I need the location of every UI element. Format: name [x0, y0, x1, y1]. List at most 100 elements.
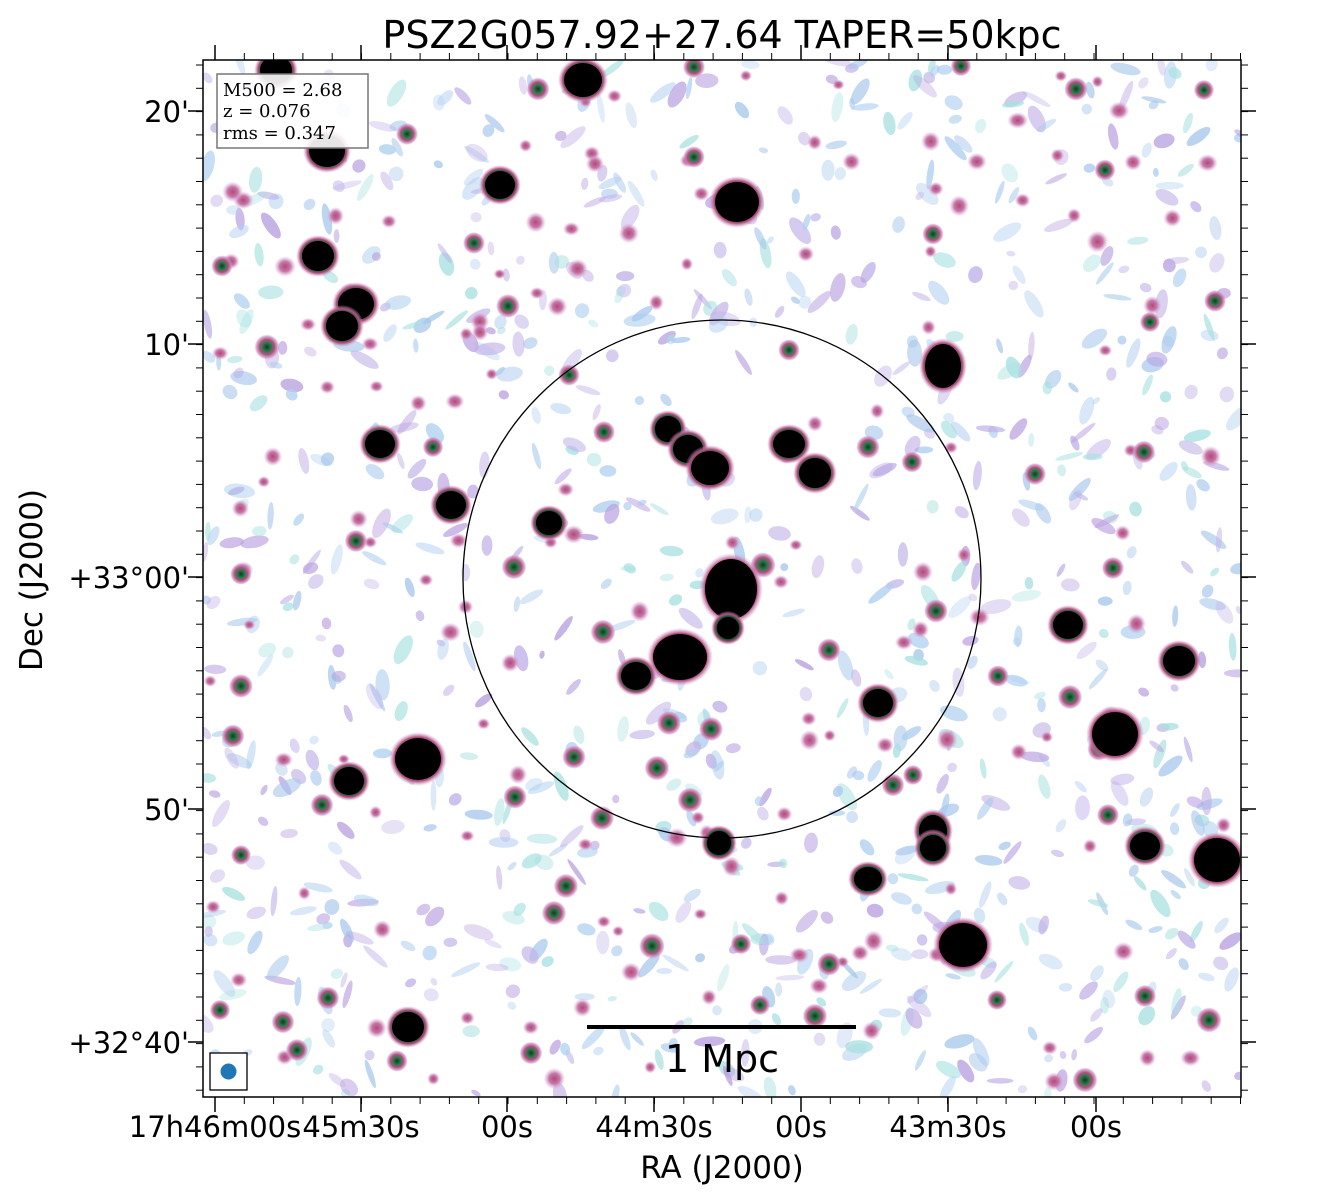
noise-patch — [560, 126, 586, 149]
noise-patch — [1058, 982, 1073, 992]
noise-patch — [615, 286, 626, 297]
noise-patch — [598, 194, 623, 203]
faint-source — [543, 1067, 566, 1090]
bright-source — [707, 831, 731, 855]
noise-patch — [830, 225, 841, 240]
noise-patch — [616, 271, 635, 282]
noise-patch — [386, 79, 407, 107]
noise-patch — [620, 204, 640, 230]
noise-patch — [1090, 965, 1104, 982]
noise-patch — [866, 903, 884, 918]
noise-patch — [1075, 795, 1090, 821]
noise-patch — [1142, 374, 1153, 396]
noise-patch — [573, 725, 585, 744]
noise-patch — [1219, 932, 1241, 950]
noise-patch — [544, 365, 555, 376]
compact-source — [1023, 462, 1047, 486]
noise-patch — [1190, 201, 1202, 213]
noise-patch — [913, 75, 937, 98]
noise-patch — [222, 384, 238, 400]
noise-patch — [648, 901, 669, 922]
noise-patch — [798, 295, 812, 309]
noise-patch — [430, 780, 437, 811]
noise-patch — [282, 602, 294, 612]
noise-patch — [853, 483, 869, 512]
noise-patch — [943, 413, 955, 423]
noise-patch — [660, 393, 672, 407]
noise-patch — [1009, 418, 1028, 440]
y-tick-label: 50' — [144, 793, 189, 827]
compact-source — [230, 563, 252, 585]
noise-patch — [372, 508, 391, 538]
noise-patch — [365, 463, 385, 480]
noise-patch — [499, 829, 511, 842]
faint-source — [263, 447, 283, 467]
noise-patch — [915, 191, 924, 201]
noise-patch — [413, 317, 432, 333]
noise-patch — [659, 573, 674, 582]
noise-patch — [462, 1025, 480, 1038]
noise-patch — [235, 60, 246, 75]
noise-patch — [227, 355, 243, 364]
noise-patch — [1213, 956, 1229, 971]
compact-source — [1193, 79, 1215, 101]
compact-source — [856, 435, 880, 459]
noise-patch — [986, 1078, 1014, 1084]
noise-patch — [342, 980, 353, 1009]
noise-patch — [1170, 890, 1181, 900]
noise-patch — [974, 854, 1003, 866]
noise-patch — [498, 390, 509, 400]
faint-source — [869, 403, 885, 419]
noise-patch — [454, 87, 472, 105]
compact-source — [644, 755, 670, 781]
noise-patch — [269, 361, 283, 369]
faint-source — [701, 989, 717, 1006]
noise-patch — [521, 946, 539, 964]
noise-patch — [1118, 265, 1130, 274]
noise-patch — [979, 758, 987, 779]
faint-source — [739, 69, 753, 82]
noise-patch — [1185, 484, 1197, 511]
noise-patch — [388, 166, 404, 182]
faint-source — [690, 811, 705, 825]
noise-patch — [463, 924, 494, 940]
compact-source — [285, 1038, 309, 1062]
noise-patch — [1060, 578, 1080, 592]
noise-patch — [1097, 596, 1113, 606]
noise-patch — [539, 650, 545, 659]
bright-source — [334, 767, 364, 795]
noise-patch — [1071, 422, 1096, 443]
noise-patch — [1012, 637, 1022, 646]
faint-source — [257, 475, 271, 488]
noise-patch — [945, 973, 961, 980]
noise-patch — [488, 837, 519, 848]
noise-patch — [391, 138, 403, 157]
noise-patch — [695, 73, 719, 89]
faint-source — [1082, 838, 1098, 854]
noise-patch — [469, 258, 481, 270]
x-tick-label: 00s — [1070, 1110, 1122, 1144]
bright-source — [1092, 712, 1138, 756]
faint-source — [457, 599, 474, 615]
noise-patch — [744, 506, 752, 524]
noise-patch — [667, 81, 687, 108]
faint-source — [644, 1060, 657, 1074]
noise-patch — [1138, 687, 1150, 697]
compact-source — [1139, 311, 1161, 333]
noise-patch — [971, 562, 981, 591]
compact-source — [221, 724, 245, 748]
noise-patch — [1165, 948, 1177, 960]
noise-patch — [1180, 461, 1189, 471]
noise-patch — [754, 227, 767, 250]
noise-patch — [996, 338, 1004, 354]
noise-patch — [906, 335, 919, 348]
noise-patch — [425, 906, 445, 927]
noise-patch — [617, 716, 629, 742]
noise-patch — [625, 102, 637, 129]
noise-patch — [754, 796, 763, 806]
noise-patch — [940, 420, 957, 439]
noise-patch — [845, 323, 858, 345]
radio-image — [203, 60, 1241, 1097]
noise-patch — [1152, 167, 1159, 177]
noise-patch — [240, 535, 269, 549]
